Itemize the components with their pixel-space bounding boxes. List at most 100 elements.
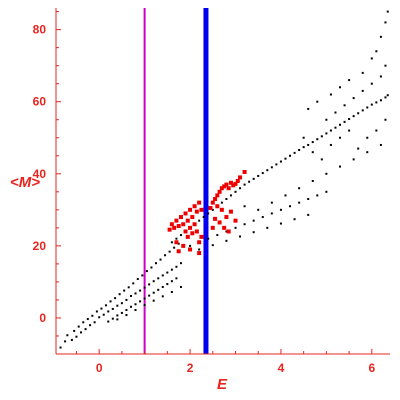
black-data-point — [198, 219, 201, 222]
red-data-point — [197, 200, 202, 205]
black-data-point — [129, 294, 132, 297]
black-data-point — [243, 183, 246, 186]
black-data-point — [159, 258, 162, 261]
black-data-point — [82, 321, 85, 324]
x-axis-title: E — [217, 376, 228, 393]
black-data-point — [154, 262, 157, 265]
red-data-point — [188, 247, 193, 252]
red-data-point — [194, 229, 199, 234]
red-data-point — [219, 207, 224, 212]
black-data-point — [152, 280, 155, 283]
red-data-point — [222, 225, 227, 230]
red-data-point — [188, 207, 193, 212]
black-data-point — [179, 234, 182, 237]
black-data-point — [384, 118, 387, 121]
black-data-point — [243, 223, 246, 226]
black-data-point — [111, 307, 114, 310]
black-data-point — [166, 271, 169, 274]
red-data-point — [208, 206, 213, 211]
black-data-point — [170, 241, 173, 244]
black-data-point — [316, 100, 319, 103]
black-data-point — [325, 118, 328, 121]
black-data-point — [95, 310, 98, 313]
black-data-point — [66, 334, 69, 337]
red-data-point — [174, 240, 179, 245]
black-data-point — [284, 157, 287, 160]
red-data-point — [213, 197, 218, 202]
red-data-point — [242, 169, 247, 174]
black-data-point — [109, 300, 112, 303]
y-tick-label: 40 — [33, 167, 47, 181]
black-data-point — [120, 302, 123, 305]
black-data-point — [361, 109, 364, 112]
black-data-point — [86, 318, 89, 321]
red-data-point — [194, 209, 199, 214]
y-axis-title: <M> — [10, 174, 40, 191]
black-data-point — [320, 135, 323, 138]
red-data-point — [215, 204, 220, 209]
black-data-point — [298, 149, 301, 151]
black-data-point — [216, 234, 219, 237]
black-data-point — [143, 297, 146, 300]
black-data-point — [93, 321, 96, 324]
black-data-point — [127, 286, 130, 289]
black-data-point — [386, 10, 389, 13]
black-data-point — [352, 115, 355, 118]
black-data-point — [289, 205, 292, 208]
y-tick-label: 20 — [33, 239, 47, 253]
black-data-point — [293, 151, 296, 154]
black-data-point — [279, 208, 282, 211]
black-data-point — [307, 213, 310, 216]
red-data-point — [224, 182, 229, 187]
black-data-point — [316, 138, 319, 141]
black-data-point — [207, 212, 210, 215]
black-data-point — [334, 126, 337, 129]
black-data-point — [261, 172, 264, 175]
black-data-point — [375, 129, 378, 132]
black-data-point — [161, 285, 164, 288]
black-data-point — [252, 231, 255, 234]
black-data-point — [123, 289, 126, 292]
black-data-point — [202, 216, 205, 219]
black-data-point — [366, 136, 369, 139]
red-data-point — [185, 234, 190, 239]
red-data-point — [172, 225, 177, 230]
red-data-point — [231, 183, 236, 188]
black-data-point — [311, 141, 314, 144]
black-data-point — [384, 96, 387, 99]
black-data-point — [302, 146, 305, 149]
black-data-point — [370, 103, 373, 106]
black-data-point — [325, 132, 328, 135]
red-data-point — [226, 229, 231, 234]
red-data-point — [226, 186, 231, 191]
black-data-point — [316, 194, 319, 197]
red-data-point — [197, 240, 202, 245]
red-data-point — [219, 186, 224, 191]
black-data-point — [198, 248, 201, 251]
black-data-point — [170, 291, 173, 294]
red-data-point — [235, 179, 240, 183]
black-data-point — [225, 230, 228, 233]
black-data-point — [325, 172, 328, 175]
red-data-point — [181, 222, 186, 227]
black-data-point — [91, 314, 94, 317]
black-data-point — [157, 277, 160, 280]
red-data-point — [176, 224, 181, 229]
black-data-point — [166, 283, 169, 286]
black-data-point — [102, 313, 105, 316]
black-data-point — [379, 143, 382, 146]
black-data-point — [168, 250, 171, 253]
black-data-point — [111, 317, 114, 320]
black-data-point — [143, 286, 146, 289]
black-data-point — [125, 309, 128, 312]
red-data-point — [217, 220, 222, 225]
black-data-point — [266, 226, 269, 229]
black-data-point — [279, 222, 282, 225]
black-data-point — [89, 324, 92, 327]
black-data-point — [164, 254, 167, 257]
red-data-point — [233, 218, 238, 223]
axes — [55, 8, 390, 355]
black-data-point — [243, 205, 246, 208]
black-data-point — [252, 219, 255, 222]
black-data-point — [179, 262, 182, 265]
